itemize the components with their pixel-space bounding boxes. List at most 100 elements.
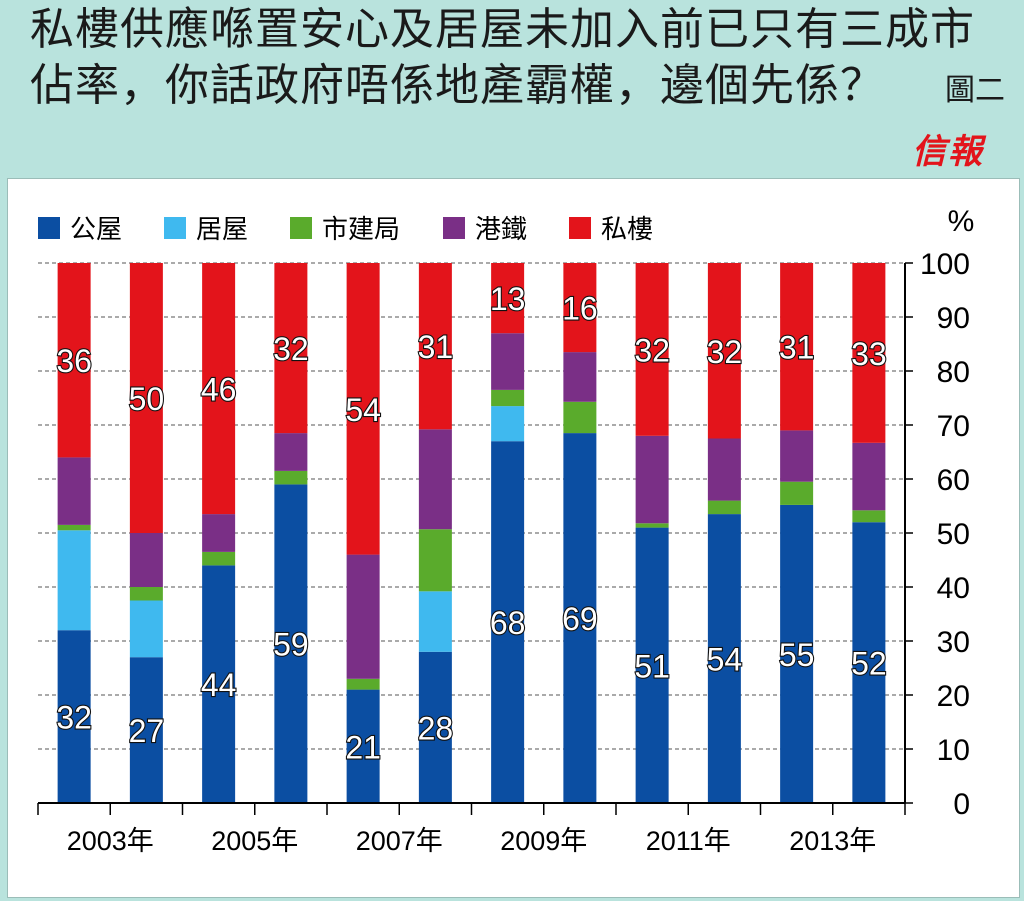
data-label: 31	[418, 329, 454, 365]
bar-segment	[563, 433, 597, 803]
stacked-bar-chart: 0 10 20 30 40 50 60 70 80 90 100% 2003年 2005年 2007年 20…	[37, 205, 975, 856]
data-label: 32	[707, 334, 743, 370]
data-label: 32	[634, 332, 670, 368]
bar-segment	[202, 263, 236, 515]
headline: 私樓供應喺置安心及居屋未加入前已只有三成市佔率，你話政府唔係地產霸權，邊個先係？…	[30, 2, 1010, 119]
bar-segment	[274, 470, 308, 485]
bar-segment	[707, 263, 741, 439]
data-label: 27	[129, 713, 165, 749]
bar-segment	[491, 333, 525, 390]
bar-segment	[852, 263, 886, 443]
y-tick-label: 30	[937, 626, 970, 659]
bar-segment	[129, 600, 163, 658]
data-label: 51	[634, 648, 670, 684]
bar-segment	[418, 591, 452, 652]
x-tick-label: 2011年	[646, 826, 731, 856]
bar-segment	[780, 263, 814, 431]
data-label: 46	[201, 372, 237, 408]
legend-swatch	[569, 217, 591, 239]
data-label: 36	[56, 343, 92, 379]
bar-segment	[129, 587, 163, 601]
legend-swatch	[443, 217, 465, 239]
x-tick-label: 2003年	[67, 826, 154, 856]
bar-segment	[274, 263, 308, 434]
legend-swatch	[38, 217, 60, 239]
legend-swatch	[164, 217, 186, 239]
legend-label: 居屋	[196, 214, 248, 244]
data-label: 50	[129, 381, 165, 417]
x-tick-label: 2007年	[356, 826, 443, 856]
bar-segment	[57, 263, 91, 458]
data-label: 54	[345, 392, 381, 428]
x-tick-label: 2005年	[211, 826, 298, 856]
y-tick-label: 60	[937, 464, 970, 497]
bar-segment	[346, 554, 380, 679]
bar-segment	[129, 533, 163, 587]
bar-segment	[202, 551, 236, 566]
bar-segment	[491, 263, 525, 334]
data-label: 16	[562, 291, 598, 327]
bar-segment	[129, 263, 163, 533]
legend-label: 公屋	[70, 214, 122, 244]
y-axis-label: %	[948, 205, 975, 238]
data-label: 44	[201, 667, 237, 703]
data-label: 55	[779, 637, 815, 673]
bar-segment	[346, 263, 380, 555]
data-label: 32	[273, 331, 309, 367]
y-tick-label: 20	[937, 680, 970, 713]
bar-segment	[635, 263, 669, 436]
chart-panel: 0 10 20 30 40 50 60 70 80 90 100% 2003年 2005年 2007年 20…	[7, 178, 1020, 898]
bar-segment	[418, 263, 452, 430]
data-label: 32	[56, 700, 92, 736]
bar-segment	[418, 529, 452, 592]
y-tick-label: 100	[920, 248, 970, 281]
data-label: 21	[345, 729, 381, 765]
y-tick-label: 10	[937, 734, 970, 767]
bar-segment	[418, 651, 452, 803]
data-label: 69	[562, 601, 598, 637]
bar-segment	[563, 401, 597, 434]
x-tick-label: 2013年	[789, 826, 876, 856]
bar-segment	[57, 524, 91, 531]
data-label: 54	[707, 642, 743, 678]
legend-label: 港鐵	[475, 214, 527, 244]
y-tick-label: 0	[953, 788, 970, 821]
bar-segment	[563, 352, 597, 402]
data-label: 33	[851, 336, 887, 372]
data-label: 52	[851, 646, 887, 682]
legend-label: 私樓	[601, 214, 653, 244]
bar-segment	[707, 514, 741, 803]
bar-segment	[274, 484, 308, 803]
bar-segment	[274, 433, 308, 471]
bar-segment	[418, 429, 452, 530]
bar-segment	[563, 263, 597, 353]
data-label: 31	[779, 330, 815, 366]
bar-segment	[852, 522, 886, 803]
bar-segment	[491, 441, 525, 803]
bar-segment	[129, 657, 163, 803]
bar-segment	[852, 442, 886, 511]
bar-segment	[491, 406, 525, 442]
bar-segment	[780, 481, 814, 505]
bar-segment	[707, 438, 741, 501]
bar-segment	[635, 435, 669, 524]
legend-label: 市建局	[322, 214, 400, 244]
brand-logo: 信報	[912, 132, 984, 172]
y-tick-label: 90	[937, 302, 970, 335]
data-label: 28	[418, 710, 454, 746]
data-label: 13	[490, 281, 526, 317]
y-tick-label: 80	[937, 356, 970, 389]
legend-swatch	[290, 217, 312, 239]
bar-segment	[346, 689, 380, 803]
bar-segment	[57, 457, 91, 525]
data-label: 59	[273, 627, 309, 663]
headline-text: 私樓供應喺置安心及居屋未加入前已只有三成市佔率，你話政府唔係地產霸權，邊個先係？	[30, 4, 975, 111]
x-tick-label: 2009年	[500, 826, 587, 856]
bar-segment	[852, 510, 886, 523]
bar-segment	[780, 504, 814, 803]
data-label: 68	[490, 605, 526, 641]
bar-segment	[57, 530, 91, 631]
bar-segment	[346, 678, 380, 690]
bar-segment	[635, 527, 669, 803]
y-tick-label: 40	[937, 572, 970, 605]
